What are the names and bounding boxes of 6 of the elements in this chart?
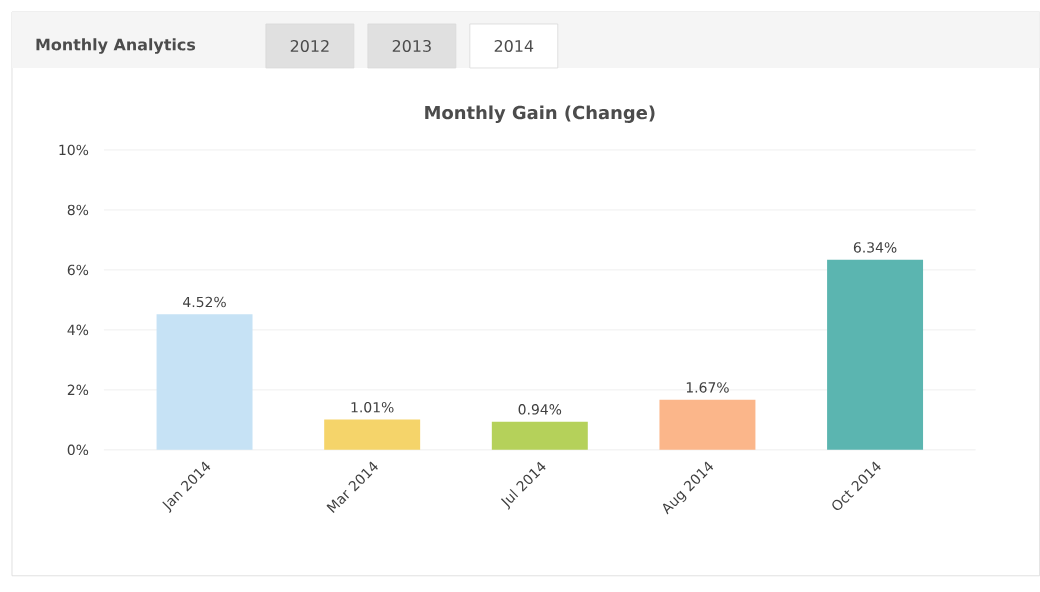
bar [827,259,924,450]
bar [324,419,421,450]
bar [491,421,588,450]
bar [156,314,253,450]
bar [659,399,756,450]
chart-title: Monthly Gain (Change) [425,105,655,124]
